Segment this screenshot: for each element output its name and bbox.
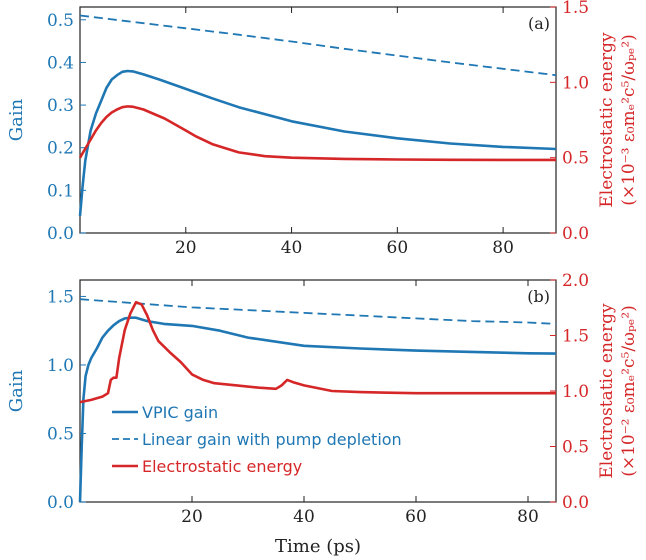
series-line-linear-gain-with-pump-depletion [79,14,557,77]
y-axis-label: Gain [6,369,27,412]
y-tick-label: 1.5 [47,287,74,307]
y-tick-label: 0.2 [47,139,74,159]
y-axis-label: Gain [6,98,27,141]
legend-entry: Electrostatic energy [142,457,302,476]
y-tick-label: 0.0 [47,493,74,513]
y-right-tick-label: 0.5 [562,149,589,169]
x-tick-label: 60 [405,507,427,527]
panel-tag: (a) [528,14,550,33]
y-tick-label: 0.5 [47,424,74,444]
y-tick-label: 0.0 [47,224,74,244]
x-tick-label: 20 [175,238,197,258]
series-line-electrostatic-energy [78,105,556,162]
x-axis-label: Time (ps) [275,536,361,557]
y-right-tick-label: 0.0 [562,224,589,244]
legend-entry: VPIC gain [142,403,218,422]
panel-a: 20 40 60 80 0.0 0.1 0.2 0.3 0.4 0.5 0.0 0.5 1.0 1.5 Ga… [6,0,639,258]
y-tick-label: 0.4 [47,53,74,73]
y-right-axis-units: (×10⁻³ ε₀mₑ²c⁵/ωₚₑ²) [619,34,639,206]
x-tick-label: 80 [517,507,539,527]
y-right-tick-label: 1.0 [562,382,589,402]
x-tick-label: 60 [387,238,409,258]
y-right-axis-label: Electrostatic energy [597,303,617,479]
y-tick-label: 0.1 [47,181,74,201]
y-right-tick-label: 0.0 [562,493,589,513]
series-line-electrostatic-energy [79,300,556,404]
legend-entry: Linear gain with pump depletion [142,430,402,449]
legend: VPIC gain Linear gain with pump depletion… [112,403,402,476]
y-right-tick-label: 1.5 [562,327,589,347]
panel-tag: (b) [527,287,550,306]
x-tick-label: 20 [181,507,203,527]
series-line-linear-gain-with-pump-depletion [79,298,557,325]
x-tick-label: 80 [492,238,514,258]
series-line-vpic-gain [78,69,557,217]
y-right-tick-label: 1.0 [562,73,589,93]
y-right-tick-label: 0.5 [562,438,589,458]
panel-b: 20 40 60 80 0.0 0.5 1.0 1.5 0.0 0.5 1.0 1.5 2.0 Gain E… [6,271,639,527]
y-right-tick-label: 1.5 [562,0,589,18]
y-tick-label: 0.5 [47,11,74,31]
series-line-vpic-gain [78,316,557,503]
x-tick-label: 40 [281,238,303,258]
y-tick-label: 1.0 [47,356,74,376]
y-tick-label: 0.3 [47,96,74,116]
y-right-axis-label: Electrostatic energy [597,32,617,208]
x-tick-label: 40 [293,507,315,527]
y-right-axis-units: (×10⁻² ε₀mₑ²c⁵/ωₚₑ²) [619,305,639,477]
plot-frame [79,6,557,234]
y-right-tick-label: 2.0 [562,271,589,291]
